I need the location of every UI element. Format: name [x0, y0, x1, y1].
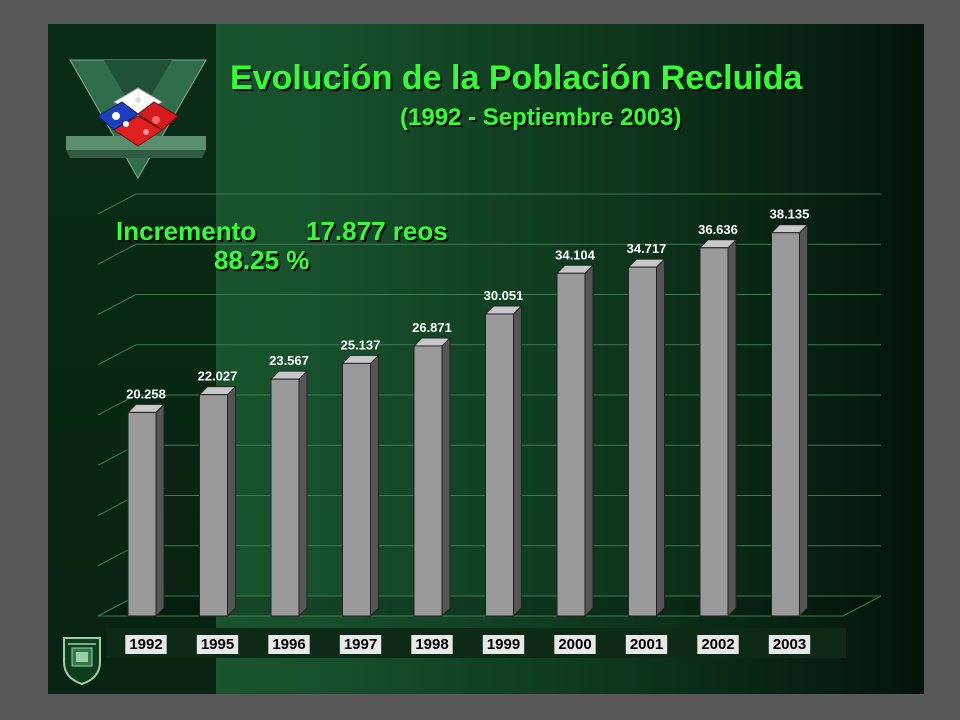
bar-value-label: 34.104	[555, 247, 596, 262]
x-tick-label-bg	[554, 635, 596, 654]
x-tick-label-bg	[411, 635, 453, 654]
x-tick-label: 1999	[487, 636, 520, 653]
chile-flag-cube-logo	[66, 59, 207, 180]
x-tick-label-bg	[482, 635, 525, 654]
bar-side	[584, 264, 594, 618]
chart-title: Evolución de la Población Recluida	[230, 59, 803, 97]
x-tick-label-bg	[196, 635, 239, 654]
bar	[485, 313, 514, 617]
bar-value-label: 34.717	[627, 241, 667, 256]
bar	[127, 411, 157, 617]
bar-side	[155, 403, 165, 618]
bar	[342, 362, 371, 617]
bar-side	[656, 257, 665, 618]
bar-value-label: 25.137	[341, 337, 381, 352]
x-tick-label-bg	[697, 635, 739, 654]
gridline	[97, 193, 881, 215]
bar	[199, 394, 228, 617]
bar-side	[227, 385, 236, 618]
bar-side	[727, 238, 737, 618]
x-tick-label: 1992	[129, 636, 162, 653]
bar-value-label: 38.135	[770, 207, 810, 222]
x-tick-label-bg	[768, 635, 811, 654]
bar-side	[370, 354, 379, 618]
bar-value-label: 22.027	[198, 369, 238, 384]
chart-subtitle: (1992 - Septiembre 2003)	[400, 104, 682, 131]
x-tick-label-bg	[339, 635, 382, 654]
bar-value-label: 20.258	[126, 386, 166, 401]
x-tick-label: 1998	[415, 636, 448, 653]
bar-value-label: 30.051	[484, 288, 524, 303]
x-tick-label: 1995	[201, 636, 234, 653]
x-tick-label: 2000	[558, 636, 591, 653]
x-tick-label-bg	[625, 635, 668, 654]
increment-label: Incremento	[116, 216, 257, 246]
increment-percent: 88.25 %	[214, 245, 310, 275]
x-tick-label: 1996	[272, 636, 305, 653]
x-tick-label: 2003	[773, 636, 806, 653]
increment-value: 17.877 reos	[306, 216, 448, 246]
slide: Evolución de la Población Recluida (1992…	[48, 24, 924, 694]
bar-value-label: 26.871	[412, 320, 452, 335]
bar-side	[441, 336, 451, 618]
bar-side	[513, 304, 522, 618]
bar-value-label: 36.636	[698, 222, 738, 237]
bar-side	[799, 223, 808, 618]
x-tick-label: 2001	[630, 636, 663, 653]
bar-value-label: 23.567	[269, 353, 309, 368]
x-tick-label: 2002	[701, 636, 734, 653]
bar	[771, 232, 800, 617]
bar-chart: 20.258 1992 22.027 1995 23.567 1996 25.137 1997…	[97, 193, 882, 658]
bar	[699, 247, 729, 617]
bar-side	[298, 369, 308, 618]
x-tick-label-bg	[268, 635, 310, 654]
bar	[413, 345, 443, 617]
x-tick-label: 1997	[344, 636, 377, 653]
gendarmeria-shield-logo	[63, 637, 101, 686]
x-tick-label-bg	[125, 635, 167, 654]
bar	[556, 272, 586, 617]
gridline	[97, 243, 881, 265]
bar	[270, 378, 300, 617]
bar	[628, 266, 657, 617]
